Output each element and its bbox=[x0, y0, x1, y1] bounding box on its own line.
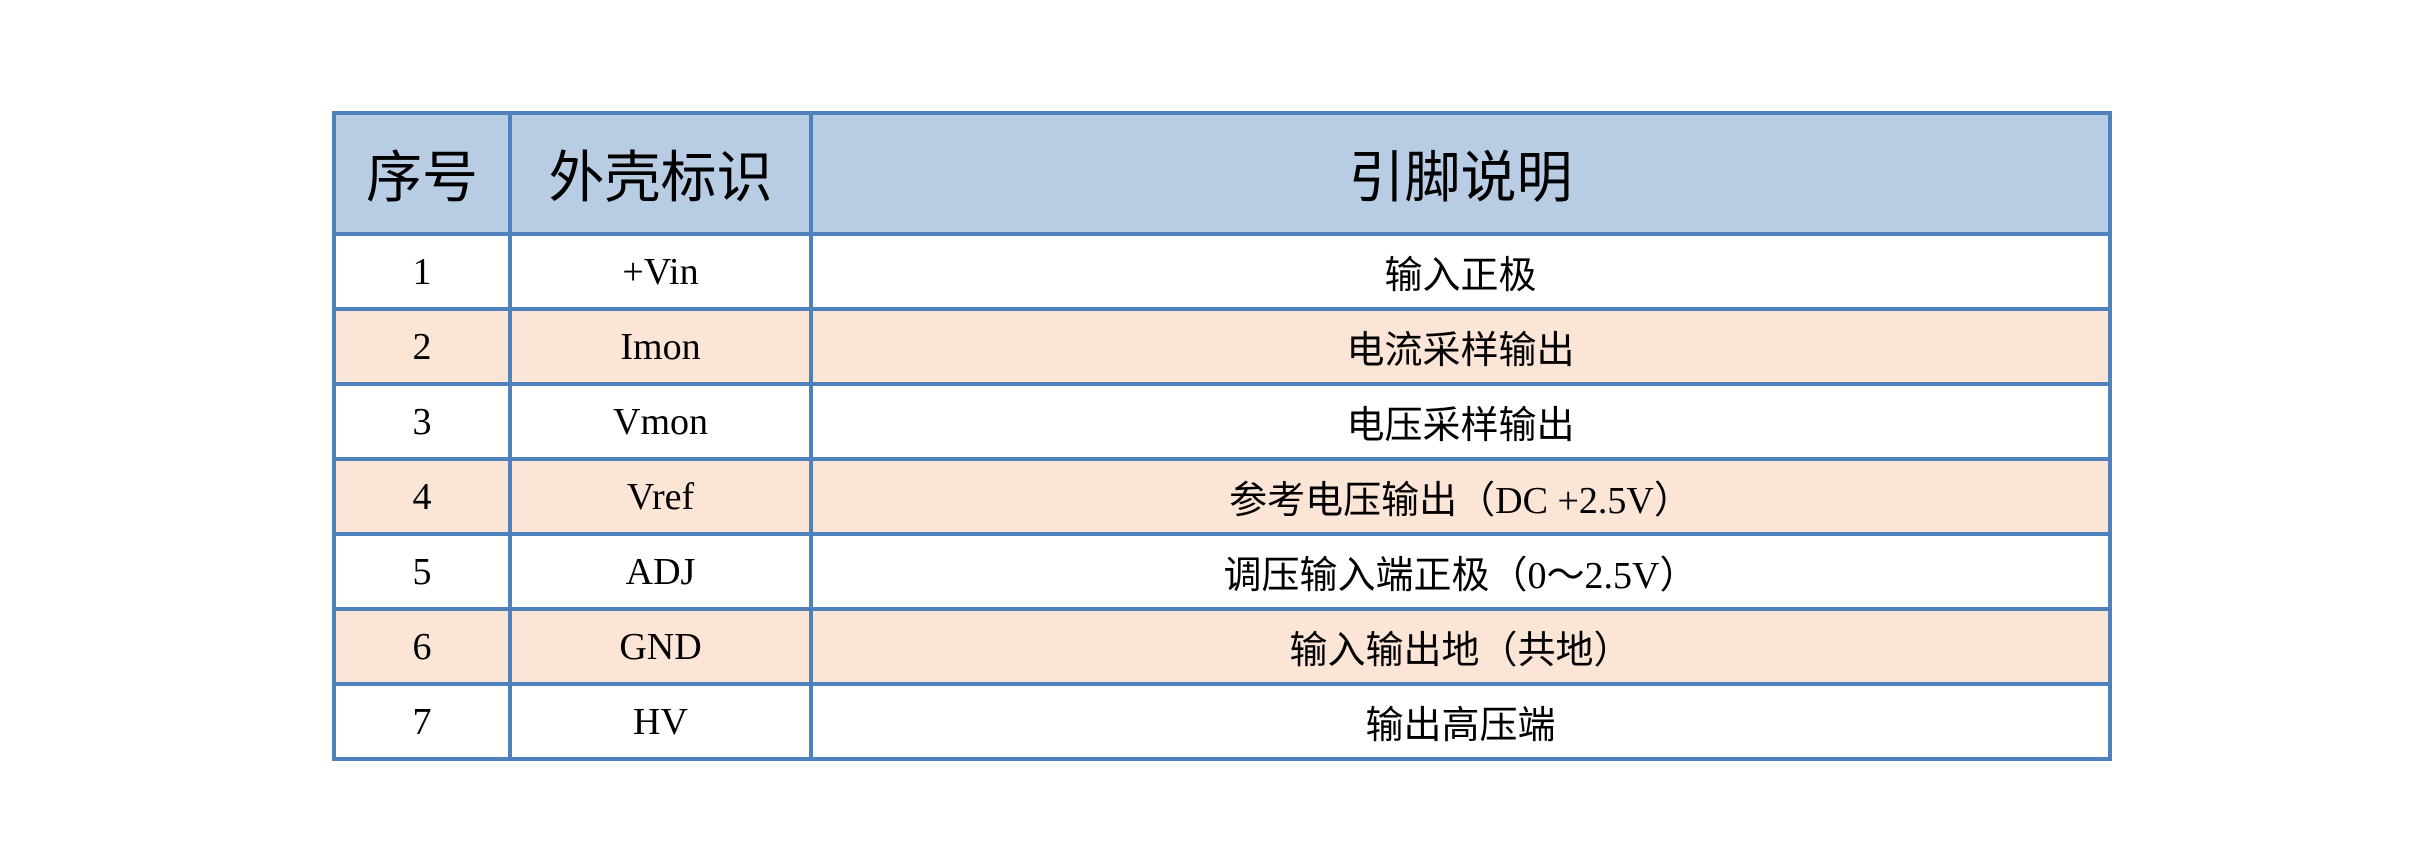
pin-marking: HV bbox=[508, 682, 813, 761]
pin-number: 4 bbox=[332, 457, 512, 536]
pin-number: 3 bbox=[332, 382, 512, 461]
table-row: 1 +Vin 输入正极 bbox=[332, 232, 2112, 311]
header-row: 序号 外壳标识 引脚说明 bbox=[332, 111, 2112, 236]
table-row: 6 GND 输入输出地（共地） bbox=[332, 607, 2112, 686]
pin-description: 输出高压端 bbox=[809, 682, 2112, 761]
header-description: 引脚说明 bbox=[809, 111, 2112, 236]
pin-description: 输入正极 bbox=[809, 232, 2112, 311]
table-row: 2 Imon 电流采样输出 bbox=[332, 307, 2112, 386]
pin-marking: Imon bbox=[508, 307, 813, 386]
pin-description: 调压输入端正极（0～2.5V） bbox=[809, 532, 2112, 611]
pin-number: 2 bbox=[332, 307, 512, 386]
pin-description: 电流采样输出 bbox=[809, 307, 2112, 386]
pin-description: 电压采样输出 bbox=[809, 382, 2112, 461]
pin-marking: +Vin bbox=[508, 232, 813, 311]
header-index: 序号 bbox=[332, 111, 512, 236]
pin-table: 序号 外壳标识 引脚说明 1 +Vin 输入正极 2 Imon 电流采样输出 3 Vmon 电压… bbox=[332, 111, 2112, 761]
pin-description: 输入输出地（共地） bbox=[809, 607, 2112, 686]
header-marking: 外壳标识 bbox=[508, 111, 813, 236]
pin-number: 7 bbox=[332, 682, 512, 761]
pin-description: 参考电压输出（DC +2.5V） bbox=[809, 457, 2112, 536]
table-row: 3 Vmon 电压采样输出 bbox=[332, 382, 2112, 461]
pin-marking: Vref bbox=[508, 457, 813, 536]
pin-number: 1 bbox=[332, 232, 512, 311]
table-row: 4 Vref 参考电压输出（DC +2.5V） bbox=[332, 457, 2112, 536]
table-row: 5 ADJ 调压输入端正极（0～2.5V） bbox=[332, 532, 2112, 611]
pin-marking: Vmon bbox=[508, 382, 813, 461]
pin-marking: GND bbox=[508, 607, 813, 686]
pin-number: 5 bbox=[332, 532, 512, 611]
table-row: 7 HV 输出高压端 bbox=[332, 682, 2112, 761]
pin-number: 6 bbox=[332, 607, 512, 686]
pin-marking: ADJ bbox=[508, 532, 813, 611]
